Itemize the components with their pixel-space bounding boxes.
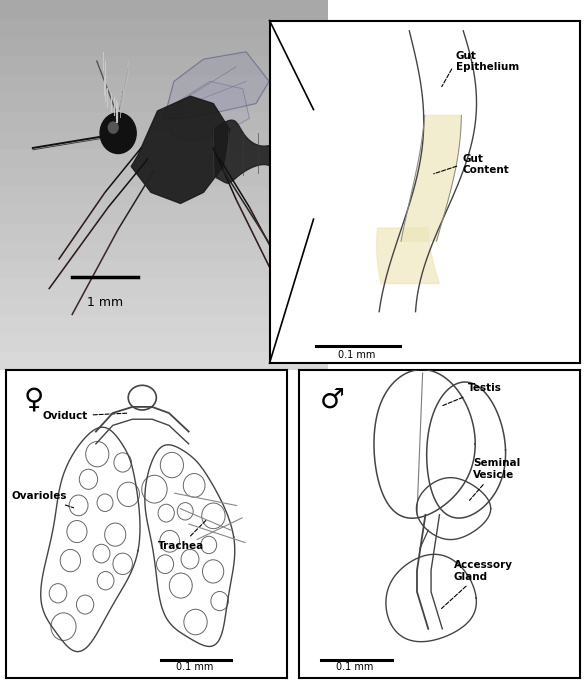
Text: Accessory
Gland: Accessory Gland [442,560,513,608]
Bar [0,314,328,333]
Text: 1 mm: 1 mm [87,296,123,309]
Text: Testis: Testis [442,384,502,406]
Bar [0,129,328,148]
Bar [0,18,328,37]
Bar [0,166,328,185]
Text: Oviduct: Oviduct [42,411,127,421]
Bar [0,333,328,351]
Bar [0,296,328,314]
Text: Gut
Content: Gut Content [434,153,509,175]
Bar [0,277,328,296]
Bar [0,74,328,92]
Polygon shape [171,82,250,140]
Text: 0.1 mm: 0.1 mm [176,662,213,672]
Polygon shape [164,52,269,119]
Polygon shape [131,96,230,203]
Bar [0,185,328,203]
Text: ♀: ♀ [24,385,44,413]
Text: Ovarioles: Ovarioles [12,491,74,508]
Text: Gut
Epithelium: Gut Epithelium [442,51,519,86]
Bar [0,222,328,240]
Bar [0,92,328,111]
Bar [0,259,328,277]
Text: Trachea: Trachea [158,520,206,551]
Bar [0,37,328,55]
Text: 0.1 mm: 0.1 mm [336,662,374,672]
Bar [0,240,328,259]
Polygon shape [377,228,440,284]
Text: 0.1 mm: 0.1 mm [338,349,375,360]
Bar [0,111,328,129]
Bar [0,351,328,370]
Polygon shape [401,115,461,241]
Text: Seminal
Vesicle: Seminal Vesicle [469,458,520,500]
Bar [0,0,328,18]
Circle shape [100,113,136,153]
Polygon shape [213,120,312,183]
Text: ♂: ♂ [320,385,345,413]
Circle shape [108,122,118,133]
Bar [0,203,328,222]
Bar [0,55,328,74]
Bar [0,148,328,166]
